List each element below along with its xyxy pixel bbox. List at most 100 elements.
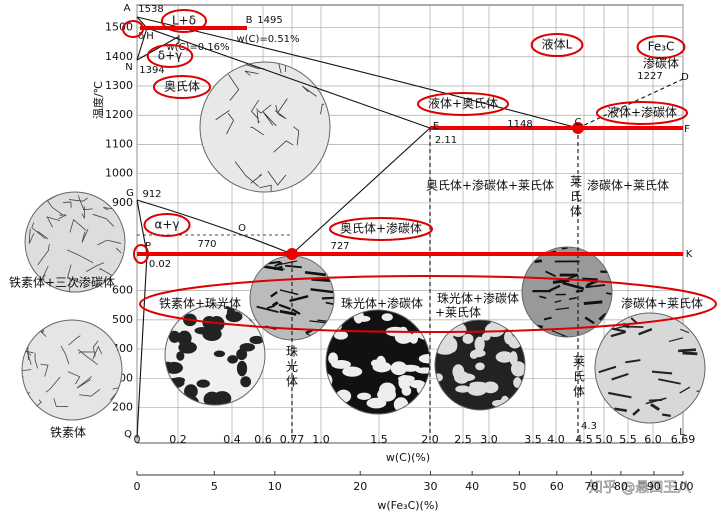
highlight-ellipse — [122, 20, 144, 38]
grain — [236, 348, 248, 361]
grain-boundary — [68, 335, 81, 346]
region-label: +莱氏体 — [435, 306, 481, 320]
region-label: 奥氏体 — [164, 80, 200, 94]
grain — [168, 330, 181, 343]
grain — [333, 330, 348, 340]
y-axis-label: 温度/℃ — [91, 81, 105, 119]
grain-boundary — [37, 230, 49, 240]
grain — [435, 395, 451, 403]
region-label: 液体+渗碳体 — [607, 105, 677, 120]
grain — [474, 336, 485, 352]
lamella — [678, 348, 697, 353]
grain — [342, 366, 363, 377]
grain — [469, 350, 478, 359]
grain — [326, 392, 338, 406]
point-label: w(C)=0.51% — [236, 34, 299, 45]
x2-tick-label: 90 — [647, 480, 661, 493]
grain — [326, 373, 333, 388]
x-tick-label: 3.5 — [524, 433, 542, 446]
x-tick-label: 3.0 — [480, 433, 498, 446]
grain-boundary — [251, 99, 260, 120]
micrograph-bg — [200, 62, 330, 192]
x2-tick-label: 80 — [614, 480, 628, 493]
phase-line — [136, 199, 293, 255]
grain-boundary — [267, 170, 287, 186]
micrograph — [594, 312, 706, 424]
y-tick-label: 1300 — [105, 79, 133, 92]
grain — [165, 361, 173, 371]
grain — [213, 391, 232, 405]
grain-boundary — [81, 206, 85, 219]
x-tick-label: 0.6 — [254, 433, 272, 446]
x-tick-label: 6.69 — [671, 433, 696, 446]
lamella — [651, 370, 673, 375]
phase-line — [136, 27, 148, 61]
point-label: δ — [138, 31, 144, 42]
grain — [165, 318, 174, 335]
highlight-ellipse — [530, 33, 584, 57]
grain — [484, 322, 505, 338]
grain — [513, 377, 522, 388]
region-label: 液体L — [542, 37, 573, 52]
lamella — [278, 303, 292, 311]
x-tick-label: 0.4 — [223, 433, 241, 446]
lamella — [658, 378, 681, 385]
lamella — [625, 359, 641, 364]
grain — [475, 362, 485, 371]
grain — [398, 375, 415, 383]
vertical-label-char: 氏 — [573, 370, 585, 384]
point-label: 4.3 — [581, 421, 597, 432]
grain — [240, 376, 252, 388]
micrograph-edge — [164, 304, 266, 406]
grain-boundary — [67, 249, 94, 264]
vertical-label-char: 氏 — [570, 190, 582, 204]
grain-boundary — [76, 376, 92, 389]
vertical-label-char: 体 — [286, 375, 298, 389]
grain — [454, 371, 470, 384]
grain-boundary — [28, 228, 35, 244]
region-label: L+δ — [172, 14, 196, 28]
y-tick-label: 1200 — [105, 108, 133, 121]
point-label: Q — [124, 429, 132, 440]
grain — [196, 379, 210, 388]
grain-boundary — [78, 351, 95, 354]
x2-tick-label: 10 — [268, 480, 282, 493]
grain-boundary — [228, 74, 240, 101]
x-tick-label: 1.0 — [312, 433, 330, 446]
grain-boundary — [250, 174, 263, 184]
region-label: 奥氏体+渗碳体 — [340, 221, 422, 236]
grain — [366, 397, 387, 409]
lamella — [554, 299, 562, 303]
highlight-ellipse — [160, 9, 208, 33]
point-label: O — [238, 223, 246, 234]
lamella — [668, 337, 684, 342]
point-label: N — [125, 62, 132, 73]
lamella — [274, 265, 283, 271]
lamella — [271, 301, 279, 307]
micrograph-edge — [594, 312, 706, 424]
lamella — [632, 408, 641, 416]
lamella — [662, 413, 671, 417]
grain-boundary — [320, 103, 325, 115]
grain — [236, 360, 248, 377]
point-label: 912 — [142, 189, 161, 200]
phase-line — [136, 199, 148, 439]
region-label: 渗碳体+莱氏体 — [621, 296, 703, 311]
micrograph — [521, 246, 613, 338]
point-label: E — [433, 121, 439, 132]
point-label: 770 — [197, 239, 216, 250]
vertical-label-char: 莱 — [573, 355, 585, 369]
grain-boundary — [210, 63, 223, 76]
lamella — [311, 277, 334, 283]
y-tick-label: 600 — [112, 284, 133, 297]
region-label: 铁素体 — [50, 426, 86, 440]
grain-boundary — [277, 62, 282, 74]
grain-boundary — [256, 110, 260, 124]
phase-line — [136, 36, 179, 61]
grain-boundary — [30, 200, 34, 209]
grain-boundary — [255, 104, 272, 114]
micrograph-bg — [522, 247, 612, 337]
point-label: F — [684, 124, 690, 135]
lamella — [682, 351, 698, 356]
